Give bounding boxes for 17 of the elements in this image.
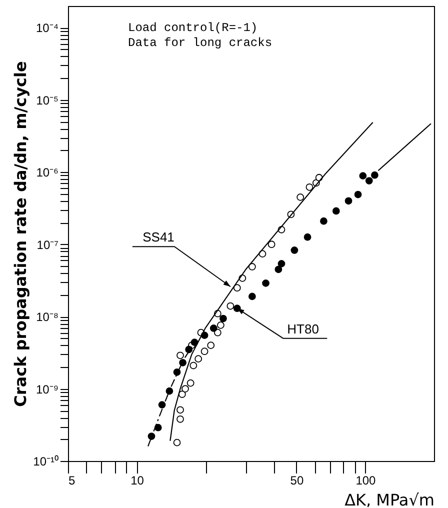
y-tick-label: 10⁻⁸: [36, 310, 58, 324]
y-tick-label: 10⁻⁵: [36, 93, 59, 108]
y-axis-title: Crack propagation rate da/dn, m/cycle: [11, 61, 30, 407]
y-tick-label: 10⁻⁴: [36, 21, 58, 36]
x-tick-label: 100: [356, 474, 376, 488]
y-tick-label: 10⁻⁶: [36, 166, 59, 180]
x-axis-title: ΔK, MPa√m: [344, 490, 434, 508]
x-tick-label: 5: [68, 474, 76, 488]
y-tick-label: 10⁻⁷: [36, 238, 58, 252]
x-tick-label: 50: [290, 474, 304, 488]
y-tick-label: 10⁻⁹: [36, 382, 58, 396]
annotation: SS41: [142, 230, 174, 245]
annotation: Data for long cracks: [128, 36, 272, 50]
annotation: HT80: [287, 321, 319, 336]
x-tick-label: 10: [130, 474, 144, 488]
y-tick-label: 10⁻¹⁰: [33, 454, 58, 468]
annotation: Load control(R=-1): [128, 21, 258, 35]
